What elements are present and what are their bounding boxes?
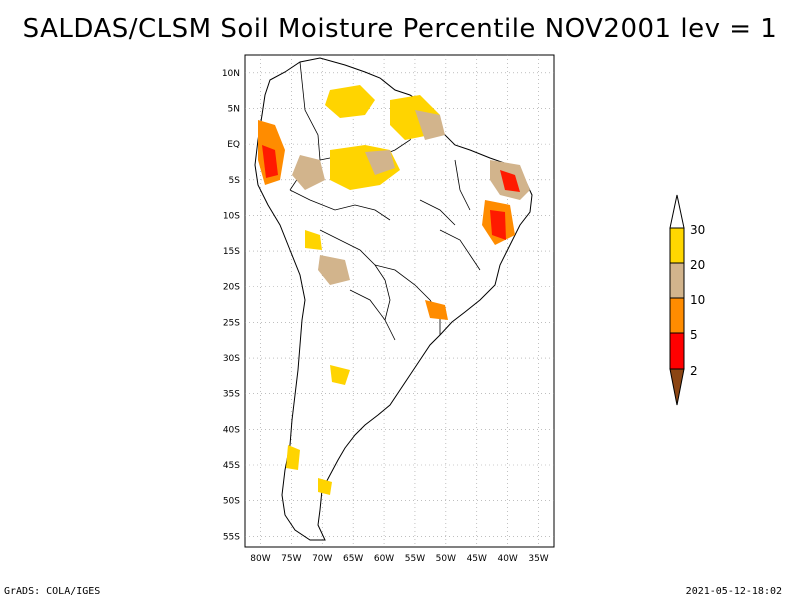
lat-tick-label: 5S: [229, 176, 241, 186]
patch-amazon-tan: [365, 150, 395, 175]
patch-guiana-tan: [415, 110, 445, 140]
patch-bolivia-yellow: [305, 230, 322, 250]
lat-tick-label: 10S: [223, 211, 240, 221]
longitude-labels: 80W 75W 70W 65W 60W 55W 50W 45W 40W 35W: [250, 554, 549, 564]
colorbar-bin-5: [669, 332, 685, 370]
lon-tick-label: 60W: [374, 554, 394, 564]
patch-bahia-red: [490, 210, 506, 240]
lat-tick-label: 45S: [223, 461, 240, 471]
map-title: SALDAS/CLSM Soil Moisture Percentile NOV…: [22, 14, 778, 44]
colorbar-bin-10: [669, 297, 685, 334]
lon-tick-label: 80W: [250, 554, 270, 564]
colorbar-bin-20: [669, 262, 685, 299]
latitude-labels: 10N 5N EQ 5S 10S 15S 20S 25S 30S 35S 40S 45S 50S 55S: [222, 69, 240, 542]
lat-tick-label: 15S: [223, 247, 240, 257]
lat-tick-label: EQ: [227, 140, 240, 150]
patch-argentina-yellow: [330, 365, 350, 385]
lon-tick-label: 75W: [281, 554, 301, 564]
lon-tick-label: 65W: [343, 554, 363, 564]
colorbar-label-2: 2: [690, 364, 698, 378]
colorbar-top-cap: [669, 194, 685, 229]
patch-ecuador-red: [262, 145, 278, 178]
lat-tick-label: 20S: [223, 283, 240, 293]
lon-tick-label: 40W: [497, 554, 517, 564]
lat-tick-label: 30S: [223, 354, 240, 364]
lon-tick-label: 70W: [312, 554, 332, 564]
lat-tick-label: 55S: [223, 532, 240, 542]
patch-south-brazil-orange: [425, 300, 448, 320]
lat-tick-label: 40S: [223, 425, 240, 435]
patch-patagonia-south-yellow: [318, 478, 332, 495]
lat-tick-label: 10N: [222, 69, 240, 79]
colorbar-label-20: 20: [690, 258, 705, 272]
lat-tick-label: 5N: [228, 104, 240, 114]
footer-timestamp: 2021-05-12-18:02: [685, 586, 782, 597]
lat-tick-label: 35S: [223, 390, 240, 400]
footer-credit: GrADS: COLA/IGES: [4, 586, 101, 597]
colorbar-bin-30: [669, 227, 685, 264]
lat-tick-label: 25S: [223, 318, 240, 328]
lon-tick-label: 35W: [528, 554, 548, 564]
lon-tick-label: 55W: [405, 554, 425, 564]
colorbar-label-5: 5: [690, 328, 698, 342]
colorbar-label-30: 30: [690, 223, 705, 237]
percentile-shading: [258, 85, 530, 495]
colorbar: 30 20 10 5 2: [669, 194, 705, 406]
patch-northeast-brazil-red: [500, 170, 520, 192]
lon-tick-label: 50W: [436, 554, 456, 564]
patch-andes-tan: [318, 255, 350, 285]
patch-northwest-yellow: [325, 85, 375, 118]
colorbar-label-10: 10: [690, 293, 705, 307]
lat-tick-label: 50S: [223, 497, 240, 507]
lon-tick-label: 45W: [467, 554, 487, 564]
colorbar-bottom-cap: [669, 368, 685, 406]
patch-peru-tan: [292, 155, 325, 190]
patch-patagonia-yellow: [286, 445, 300, 470]
